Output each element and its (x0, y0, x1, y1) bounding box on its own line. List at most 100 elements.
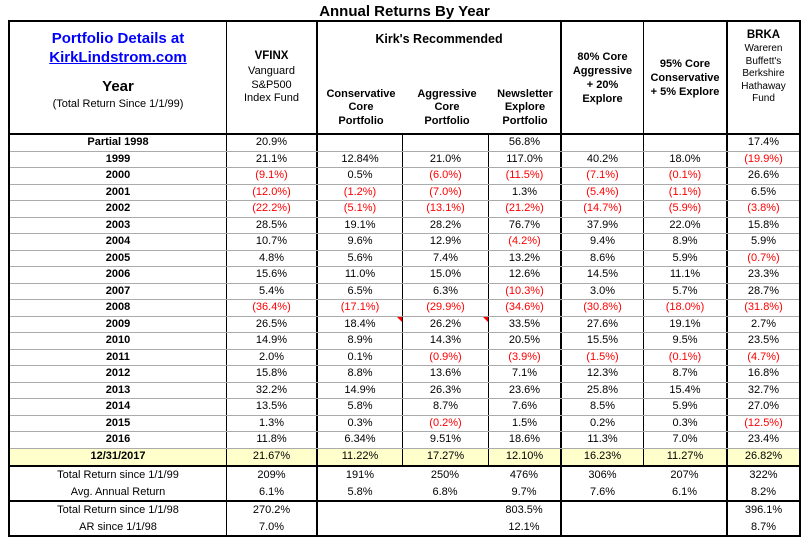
table-cell: 19.1% (643, 316, 726, 332)
kirklindstrom-link[interactable]: KirkLindstrom.com (49, 49, 187, 66)
row-label: 2008 (105, 301, 131, 313)
table-cell: (1.1%) (643, 184, 726, 200)
comment-marker-icon (397, 316, 402, 322)
table-cell: (22.2%) (226, 201, 316, 217)
table-cell (643, 135, 726, 151)
table-cell: (3.8%) (726, 201, 799, 217)
row-label: 2012 (105, 367, 131, 379)
table-cell: (0.1%) (643, 349, 726, 365)
table-cell: 27.6% (560, 316, 643, 332)
summary-since-1999: Total Return since 1/1/99 209% 191% 250% 476… (10, 465, 799, 500)
table-cell: (6.0%) (402, 168, 488, 184)
table-cell: 14.3% (402, 333, 488, 349)
table-row: 2000 (9.1%) 0.5% (6.0%) (11.5%) (7.1%) (0.1%) 2… (10, 168, 799, 185)
table-cell: (31.8%) (726, 300, 799, 316)
table-row: 12/31/2017 21.67% 11.22% 17.27% 12.10% 16.23%… (10, 448, 799, 465)
table-cell: (5.4%) (560, 184, 643, 200)
table-cell: 9.51% (402, 432, 488, 448)
table-cell: 26.6% (726, 168, 799, 184)
table-cell (560, 135, 643, 151)
table-cell: (21.2%) (488, 201, 560, 217)
table-cell: 11.27% (643, 448, 726, 465)
table-cell: 12.9% (402, 234, 488, 250)
table-row: 2005 4.8% 5.6% 7.4% 13.2% 8.6% 5.9% (0.7%) (10, 250, 799, 267)
table-row: 2013 32.2% 14.9% 26.3% 23.6% 25.8% 15.4% 32.7% (10, 382, 799, 399)
table-cell: (1.5%) (560, 349, 643, 365)
brka-description: Wareren Buffett's Berkshire Hathaway Fun… (741, 43, 786, 104)
table-cell: 12.10% (488, 448, 560, 465)
column-header-brka: BRKA Wareren Buffett's Berkshire Hathawa… (726, 22, 799, 133)
table-row: 1999 21.1% 12.84% 21.0% 117.0% 40.2% 18.0% (19.… (10, 151, 799, 168)
table-cell: 16.8% (726, 366, 799, 382)
table-cell: 1.5% (488, 415, 560, 431)
table-row: Total Return since 1/1/99 209% 191% 250% 476… (10, 467, 799, 484)
row-label: 2014 (105, 400, 131, 412)
row-label: 12/31/2017 (90, 449, 146, 462)
table-cell: (9.1%) (226, 168, 316, 184)
table-cell (560, 518, 643, 535)
table-cell: 4.8% (226, 250, 316, 266)
brka-ticker: BRKA (746, 29, 781, 41)
table-cell: 23.4% (726, 432, 799, 448)
table-cell: 11.1% (643, 267, 726, 283)
table-cell: 12.3% (560, 366, 643, 382)
row-label: 2011 (106, 350, 130, 363)
table-cell: (0.9%) (402, 349, 488, 365)
table-row: 2006 15.6% 11.0% 15.0% 12.6% 14.5% 11.1% 23.3% (10, 267, 799, 284)
table-cell: 5.9% (643, 399, 726, 415)
table-cell: (12.0%) (226, 184, 316, 200)
table-cell: (4.7%) (726, 349, 799, 365)
table-cell: 306% (560, 467, 643, 484)
table-cell (402, 135, 488, 151)
table-cell: 10.7% (226, 234, 316, 250)
table-cell: 8.6% (560, 250, 643, 266)
table-cell: 8.9% (643, 234, 726, 250)
table-cell: (14.7%) (560, 201, 643, 217)
table-cell: 13.6% (402, 366, 488, 382)
table-cell: 0.5% (316, 168, 402, 184)
table-cell: 17.27% (402, 448, 488, 465)
table-row: 2009 26.5% 18.4% 26.2% 33.5% 27.6% 19.1% 2.7% (10, 316, 799, 333)
table-cell: 13.5% (226, 399, 316, 415)
table-cell: 0.3% (643, 415, 726, 431)
table-cell: 14.9% (316, 382, 402, 398)
table-row: 2015 1.3% 0.3% (0.2%) 1.5% 0.2% 0.3% (12.5%) (10, 415, 799, 432)
table-cell: 7.6% (560, 483, 643, 500)
table-cell: (18.0%) (643, 300, 726, 316)
table-row: 2004 10.7% 9.6% 12.9% (4.2%) 9.4% 8.9% 5.9% (10, 234, 799, 251)
table-cell: 15.4% (643, 382, 726, 398)
table-cell: (17.1%) (316, 300, 402, 316)
table-cell: 6.3% (402, 283, 488, 299)
row-label: 2000 (105, 169, 131, 181)
table-cell: (0.1%) (643, 168, 726, 184)
table-cell: 8.5% (560, 399, 643, 415)
year-column-label: Year (102, 78, 134, 95)
table-cell: (7.0%) (402, 184, 488, 200)
table-cell: 5.9% (643, 250, 726, 266)
row-label: Partial 1998 (87, 136, 149, 148)
table-cell: (36.4%) (226, 300, 316, 316)
table-cell: 2.7% (726, 316, 799, 332)
table-cell: 191% (316, 467, 402, 484)
table-cell: 18.0% (643, 151, 726, 167)
table-cell: 270.2% (226, 502, 316, 519)
table-cell: 11.22% (316, 448, 402, 465)
table-cell: 9.5% (643, 333, 726, 349)
table-cell: 12.6% (488, 267, 560, 283)
table-cell: (13.1%) (402, 201, 488, 217)
table-row: 2003 28.5% 19.1% 28.2% 76.7% 37.9% 22.0% 15.8% (10, 217, 799, 234)
table-cell: 22.0% (643, 217, 726, 233)
table-cell: 15.0% (402, 267, 488, 283)
table-cell: 1.3% (488, 184, 560, 200)
row-label: 2001 (105, 185, 131, 198)
table-row: AR since 1/1/98 7.0% 12.1% 8.7% (10, 518, 799, 536)
table-cell: 26.5% (226, 316, 316, 332)
table-cell: 11.0% (316, 267, 402, 283)
table-cell (643, 519, 726, 536)
table-cell: 8.7% (726, 518, 799, 535)
table-row: 2012 15.8% 8.8% 13.6% 7.1% 12.3% 8.7% 16.8% (10, 366, 799, 383)
table-cell: (30.8%) (560, 300, 643, 316)
table-row: 2002 (22.2%) (5.1%) (13.1%) (21.2%) (14.7%) (5… (10, 201, 799, 218)
table-cell: 40.2% (560, 151, 643, 167)
table-cell (643, 502, 726, 519)
